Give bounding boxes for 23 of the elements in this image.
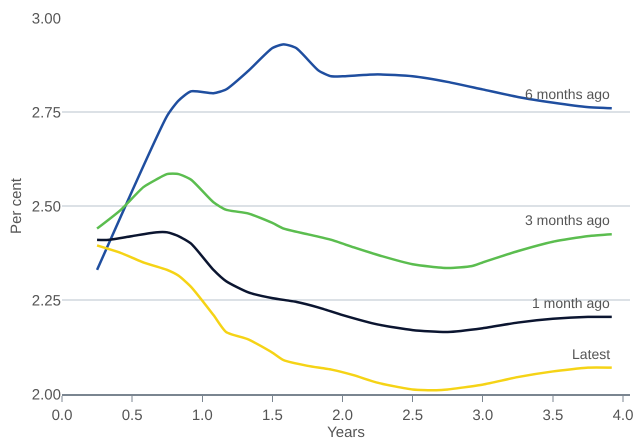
y-tick-label: 2.75 [32, 104, 61, 122]
series-label: 1 month ago [532, 295, 610, 311]
line-series [96, 43, 614, 272]
x-tick-label: 3.0 [472, 406, 494, 424]
y-tick-label: 2.00 [32, 386, 61, 404]
x-tick-label: 1.5 [262, 406, 283, 424]
x-tick-label: 0.0 [52, 406, 72, 424]
y-tick-label: 3.00 [32, 10, 61, 28]
x-tick-label: 2.5 [402, 406, 424, 424]
x-tick-label: 1.0 [192, 406, 213, 424]
x-axis-title: Years [327, 424, 365, 441]
x-tick-label: 3.5 [542, 406, 564, 424]
y-axis-title: Per cent [8, 177, 26, 234]
y-tick-label: 2.50 [32, 198, 61, 216]
x-tick-label: 4.0 [612, 406, 634, 424]
series-label: 3 months ago [525, 212, 610, 228]
line-series [96, 244, 614, 392]
y-tick-label: 2.25 [32, 292, 61, 310]
line-series [96, 172, 614, 270]
line-series [96, 230, 614, 334]
series-label: Latest [572, 346, 610, 362]
x-tick-label: 0.5 [122, 406, 143, 424]
x-tick-label: 2.0 [332, 406, 353, 424]
